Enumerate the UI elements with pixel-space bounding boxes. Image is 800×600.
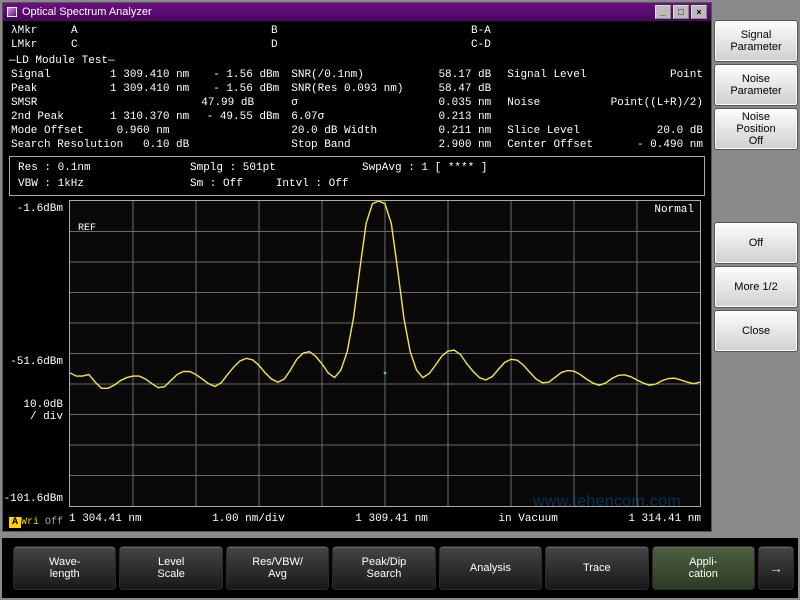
swpavg-status: SwpAvg : 1 [ **** ]: [362, 161, 696, 175]
y-top-label: -1.6dBm: [17, 203, 63, 215]
write-label: Wri: [21, 517, 39, 528]
app-icon: [7, 7, 17, 17]
stopband-label: Stop Band: [281, 138, 423, 152]
watermark: www.tehencom.com: [533, 493, 681, 511]
stopband-val: 2.900 nm: [423, 138, 493, 152]
center-label: Center Offset: [493, 138, 595, 152]
signal-wl: 1 309.410 nm: [95, 68, 192, 82]
side-softkey[interactable]: Off: [714, 222, 798, 264]
trace-mode: Normal: [654, 204, 694, 216]
footer-softkey[interactable]: Level Scale: [119, 546, 222, 590]
smplg-status: Smplg : 501pt: [190, 161, 360, 175]
footer-softkey[interactable]: Trace: [545, 546, 648, 590]
side-softkey[interactable]: Close: [714, 310, 798, 352]
snr01-val: 58.17 dB: [423, 68, 493, 82]
intvl-status: Intvl : Off: [276, 178, 349, 190]
footer-softkeys: Wave- lengthLevel ScaleRes/VBW/ AvgPeak/…: [2, 538, 798, 598]
marker-c: C: [69, 38, 269, 52]
peak-pwr: - 1.56 dBm: [191, 82, 281, 96]
siglevel-label: Signal Level: [493, 68, 595, 82]
y-bot-label: -101.6dBm: [4, 493, 63, 505]
titlebar: Optical Spectrum Analyzer _ □ ×: [3, 3, 711, 21]
trace-a-badge: A: [9, 517, 21, 528]
sm-status: Sm : Off: [190, 178, 243, 190]
marker-info: λMkr A B B-A LMkr C D C-D: [3, 21, 711, 54]
close-button[interactable]: ×: [691, 5, 707, 19]
status-box: Res : 0.1nm Smplg : 501pt SwpAvg : 1 [ *…: [9, 156, 705, 196]
x-left: 1 304.41 nm: [69, 513, 142, 525]
maximize-button[interactable]: □: [673, 5, 689, 19]
siglevel-val: Point: [595, 68, 705, 82]
analysis-table: Signal 1 309.410 nm - 1.56 dBm SNR(/0.1n…: [3, 68, 711, 154]
side-softkey[interactable]: Signal Parameter: [714, 20, 798, 62]
side-softkey[interactable]: Noise Parameter: [714, 64, 798, 106]
footer-softkey[interactable]: Analysis: [439, 546, 542, 590]
slice-label: Slice Level: [493, 124, 595, 138]
y-mid-label: -51.6dBm: [10, 356, 63, 368]
marker-a: A: [69, 24, 269, 38]
snrres-val: 58.47 dB: [423, 82, 493, 96]
center-val: - 0.490 nm: [595, 138, 705, 152]
snr01-label: SNR(/0.1nm): [281, 68, 423, 82]
vbw-status: VBW : 1kHz: [18, 177, 188, 191]
peak-wl: 1 309.410 nm: [95, 82, 192, 96]
ref-label: REF: [78, 223, 96, 234]
side-softkey[interactable]: More 1/2: [714, 266, 798, 308]
side-softkey[interactable]: Noise Position Off: [714, 108, 798, 150]
test-name: —LD Module Test—: [3, 54, 711, 68]
write-tag: AWri Off: [9, 517, 63, 528]
sigma-label: σ: [281, 96, 423, 110]
lambda-marker-label: λMkr: [9, 24, 69, 38]
smsr-label: SMSR: [9, 96, 95, 110]
chart-area: -1.6dBm -51.6dBm 10.0dB / div -101.6dBm …: [9, 200, 705, 531]
footer-next-arrow[interactable]: →: [758, 546, 794, 590]
slice-val: 20.0 dB: [595, 124, 705, 138]
footer-softkey[interactable]: Res/VBW/ Avg: [226, 546, 329, 590]
noise-label: Noise: [493, 96, 595, 110]
dbwidth-val: 0.211 nm: [423, 124, 493, 138]
peak-label: Peak: [9, 82, 95, 96]
marker-ba: B-A: [469, 24, 705, 38]
peak2-label: 2nd Peak: [9, 110, 95, 124]
marker-b: B: [269, 24, 469, 38]
plot-svg: [70, 201, 700, 506]
level-marker-label: LMkr: [9, 38, 69, 52]
x-axis: 1 304.41 nm 1.00 nm/div 1 309.41 nm in V…: [69, 513, 701, 525]
noise-val: Point((L+R)/2): [595, 96, 705, 110]
footer-softkey[interactable]: Wave- length: [13, 546, 116, 590]
sixsigma-label: 6.07σ: [281, 110, 423, 124]
spectrum-plot[interactable]: Normal REF: [69, 200, 701, 507]
searchres-label: Search Resolution 0.10 dB: [9, 138, 191, 152]
x-vacuum: in Vacuum: [498, 513, 557, 525]
peak2-pwr: - 49.55 dBm: [191, 110, 281, 124]
footer-softkey[interactable]: Appli- cation: [652, 546, 755, 590]
minimize-button[interactable]: _: [655, 5, 671, 19]
footer-softkey[interactable]: Peak/Dip Search: [332, 546, 435, 590]
x-right: 1 314.41 nm: [628, 513, 701, 525]
side-softkeys: Signal ParameterNoise ParameterNoise Pos…: [714, 20, 798, 354]
window-title: Optical Spectrum Analyzer: [22, 6, 152, 18]
marker-cd: C-D: [469, 38, 705, 52]
signal-label: Signal: [9, 68, 95, 82]
snrres-label: SNR(Res 0.093 nm): [281, 82, 423, 96]
modeoffset-label: Mode Offset 0.960 nm: [9, 124, 191, 138]
peak2-wl: 1 310.370 nm: [95, 110, 192, 124]
main-window: Optical Spectrum Analyzer _ □ × λMkr A B…: [2, 2, 712, 532]
smsr-val: 47.99 dB: [191, 96, 281, 110]
sixsigma-val: 0.213 nm: [423, 110, 493, 124]
x-center: 1 309.41 nm: [355, 513, 428, 525]
marker-d: D: [269, 38, 469, 52]
x-div: 1.00 nm/div: [212, 513, 285, 525]
signal-pwr: - 1.56 dBm: [191, 68, 281, 82]
dbwidth-label: 20.0 dB Width: [281, 124, 423, 138]
y-div-label: 10.0dB / div: [23, 399, 63, 423]
y-axis: -1.6dBm -51.6dBm 10.0dB / div -101.6dBm: [9, 200, 69, 531]
sigma-val: 0.035 nm: [423, 96, 493, 110]
res-status: Res : 0.1nm: [18, 161, 188, 175]
write-off: Off: [45, 517, 63, 528]
